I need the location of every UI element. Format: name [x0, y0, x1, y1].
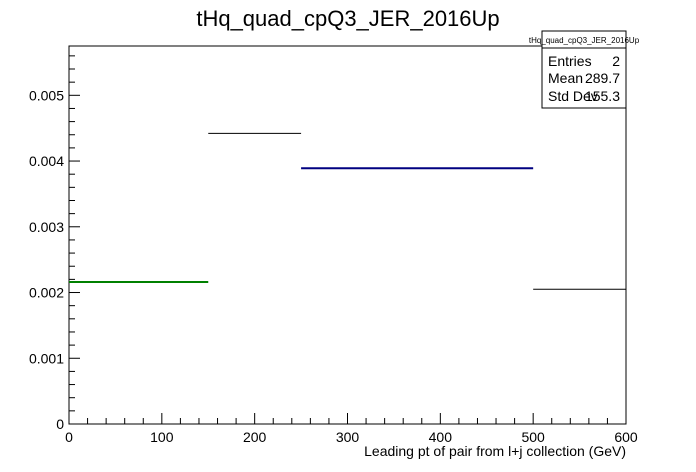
stats-box: tHq_quad_cpQ3_JER_2016Up Entries 2 Mean …: [529, 30, 640, 109]
stats-mean-label: Mean: [548, 70, 583, 86]
y-tick-label: 0.004: [29, 153, 64, 169]
y-tick-label: 0.003: [29, 219, 64, 235]
stats-entries-value: 2: [612, 53, 620, 69]
y-tick-label: 0.002: [29, 285, 64, 301]
x-axis-label: Leading pt of pair from l+j collection (…: [364, 443, 626, 459]
stats-entries-label: Entries: [548, 53, 592, 69]
x-tick-label: 400: [429, 429, 453, 445]
x-tick-label: 600: [614, 429, 638, 445]
chart-title: tHq_quad_cpQ3_JER_2016Up: [196, 6, 499, 31]
x-tick-label: 500: [521, 429, 545, 445]
y-tick-label: 0.005: [29, 87, 64, 103]
x-tick-label: 0: [65, 429, 73, 445]
y-tick-label: 0: [56, 416, 64, 432]
axes: 0 100 200 300 400 500 600 0 0.001 0.002 0.003 0.004…: [29, 55, 638, 445]
y-tick-label: 0.001: [29, 350, 64, 366]
stats-stddev-label: Std Dev: [548, 88, 598, 104]
stats-box-frame: [541, 30, 627, 109]
x-tick-label: 100: [150, 429, 174, 445]
stats-mean-value: 289.7: [585, 70, 620, 86]
x-tick-label: 300: [336, 429, 360, 445]
stats-box-name: tHq_quad_cpQ3_JER_2016Up: [529, 36, 640, 45]
histogram-bins: [69, 132, 626, 290]
x-tick-label: 200: [243, 429, 267, 445]
stats-stddev-value: 155.3: [585, 88, 620, 104]
